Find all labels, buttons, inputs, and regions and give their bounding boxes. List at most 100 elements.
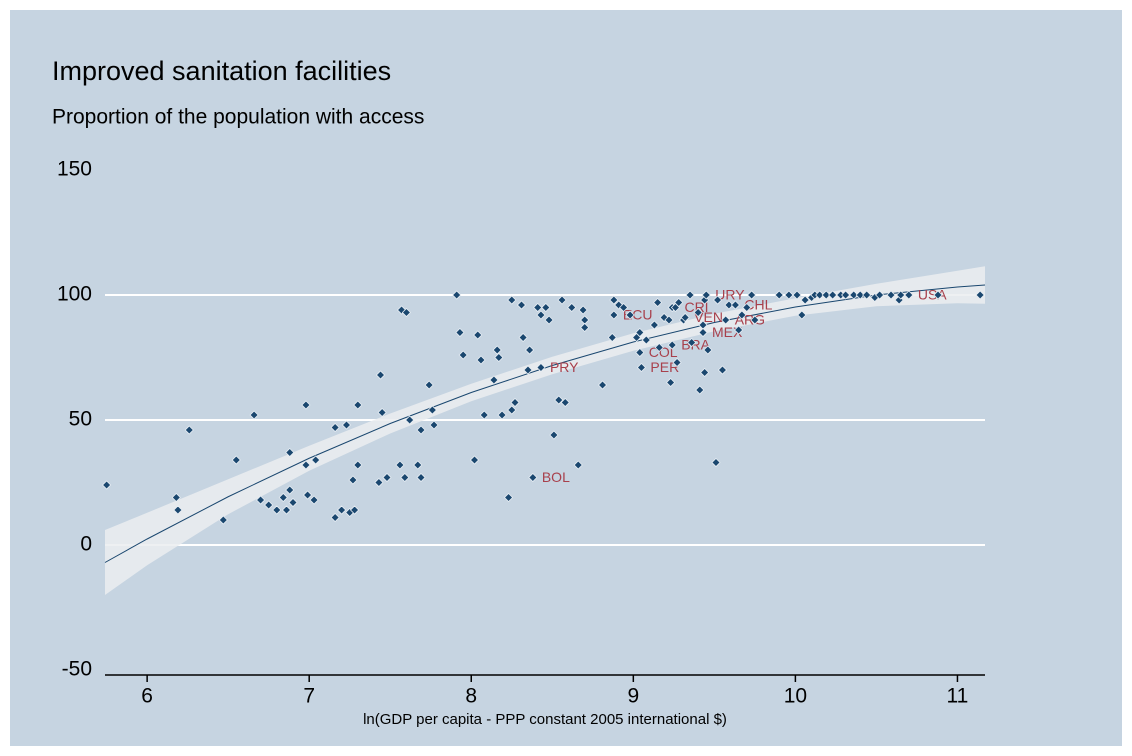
data-point xyxy=(507,405,517,415)
data-point xyxy=(353,460,363,470)
data-point xyxy=(525,345,535,355)
data-point xyxy=(774,290,784,300)
data-point xyxy=(636,362,646,373)
data-point xyxy=(374,477,384,488)
data-point xyxy=(455,327,465,338)
data-point xyxy=(557,295,567,305)
data-point xyxy=(560,397,570,408)
data-point xyxy=(975,290,985,300)
point-label: BRA xyxy=(681,337,710,353)
data-point xyxy=(573,460,583,470)
data-point xyxy=(711,457,721,468)
x-tick-label: 6 xyxy=(141,685,153,708)
data-point xyxy=(523,365,533,375)
data-point xyxy=(737,310,747,320)
data-point xyxy=(700,367,710,378)
x-tick-label: 8 xyxy=(465,685,477,708)
background xyxy=(10,10,1122,746)
data-point xyxy=(609,295,619,305)
data-point xyxy=(395,460,405,470)
data-point xyxy=(301,400,311,410)
data-point xyxy=(479,410,489,420)
data-point xyxy=(721,315,731,325)
point-label: URY xyxy=(715,287,745,303)
data-point xyxy=(700,295,710,305)
data-point xyxy=(218,515,228,525)
y-tick-label: -50 xyxy=(62,658,92,681)
data-point xyxy=(896,290,906,300)
point-label: BOL xyxy=(542,469,570,485)
data-point xyxy=(724,300,734,310)
data-point xyxy=(619,302,629,313)
data-point xyxy=(281,505,292,515)
data-point xyxy=(664,315,674,325)
data-point xyxy=(734,325,744,335)
x-tick-label: 7 xyxy=(303,685,315,708)
data-point xyxy=(416,425,426,435)
data-point xyxy=(400,472,410,483)
data-point xyxy=(401,307,412,318)
data-point xyxy=(405,415,415,425)
data-point xyxy=(375,370,386,380)
data-point xyxy=(518,332,528,343)
data-point xyxy=(497,410,507,420)
data-point xyxy=(747,290,757,300)
data-point xyxy=(301,460,311,470)
data-point xyxy=(489,375,499,385)
point-label: MEX xyxy=(712,324,743,340)
data-point xyxy=(849,290,859,300)
data-point xyxy=(666,377,676,388)
data-point xyxy=(672,357,682,368)
data-point xyxy=(231,455,241,465)
data-point xyxy=(828,290,838,300)
data-point xyxy=(730,300,740,310)
x-tick-label: 10 xyxy=(784,685,807,708)
data-point xyxy=(742,302,752,313)
data-point xyxy=(458,350,468,360)
data-point xyxy=(397,305,407,315)
data-point xyxy=(533,302,543,313)
data-point xyxy=(685,290,695,300)
point-label: CHL xyxy=(744,297,772,313)
data-point xyxy=(792,290,802,300)
data-point xyxy=(337,505,347,515)
data-point xyxy=(413,460,423,470)
data-point xyxy=(264,500,274,510)
data-point xyxy=(285,447,295,458)
data-point xyxy=(674,297,684,308)
data-point xyxy=(285,485,295,495)
data-point xyxy=(184,425,194,435)
data-point xyxy=(649,320,659,330)
data-point xyxy=(311,455,321,465)
data-point xyxy=(492,345,502,355)
data-point xyxy=(597,380,608,390)
data-point xyxy=(687,337,697,348)
data-point xyxy=(609,310,619,320)
data-point xyxy=(894,295,904,305)
data-point xyxy=(635,347,645,358)
y-tick-label: 0 xyxy=(80,533,92,556)
data-point xyxy=(476,355,486,365)
data-point xyxy=(815,290,825,300)
point-label: PRY xyxy=(550,359,579,375)
data-point xyxy=(784,290,794,300)
data-point xyxy=(549,430,559,440)
data-point xyxy=(862,290,872,300)
data-point xyxy=(641,335,651,345)
data-point xyxy=(703,345,713,355)
data-point xyxy=(578,305,588,315)
data-point xyxy=(469,455,480,465)
point-label: PER xyxy=(650,359,679,375)
data-point xyxy=(875,290,885,300)
data-point xyxy=(821,290,831,300)
chart-subtitle: Proportion of the population with access xyxy=(52,106,424,129)
data-point xyxy=(797,310,807,320)
data-point xyxy=(680,312,690,323)
data-point xyxy=(452,290,462,300)
data-point xyxy=(698,327,708,338)
data-point xyxy=(607,332,617,343)
data-point xyxy=(933,290,943,300)
data-point xyxy=(701,290,711,300)
data-point xyxy=(536,310,546,320)
